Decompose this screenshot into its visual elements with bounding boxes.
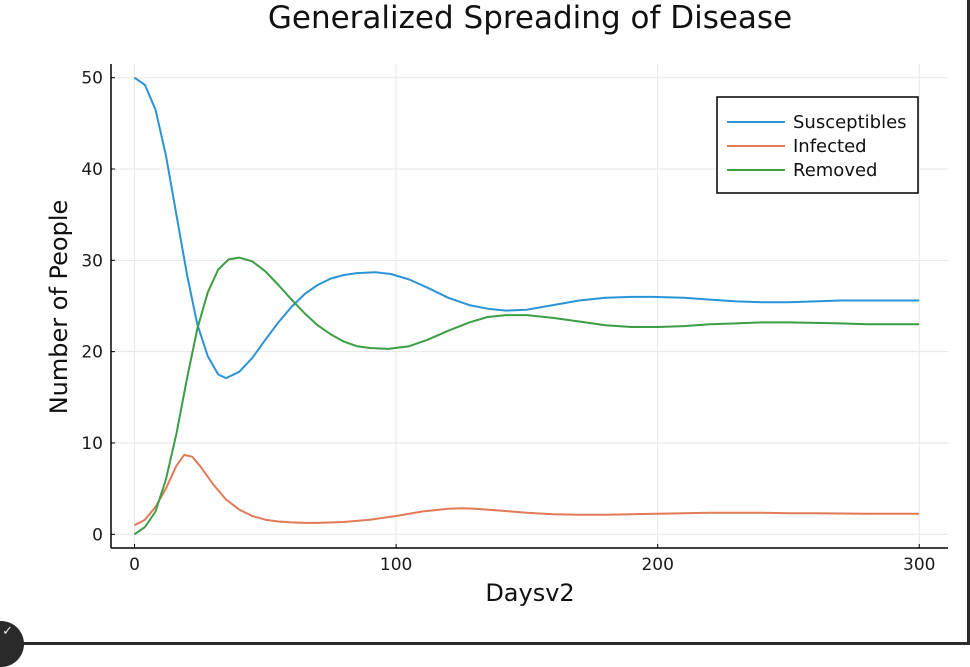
window-edge-bottom bbox=[0, 642, 970, 645]
x-tick-label: 100 bbox=[380, 555, 412, 575]
y-axis-title: Number of People bbox=[45, 200, 73, 415]
series-line-susceptibles bbox=[133, 76, 920, 380]
y-tick-label: 40 bbox=[81, 160, 103, 180]
y-tick-label: 30 bbox=[81, 251, 103, 271]
x-tick-label: 0 bbox=[129, 555, 140, 575]
axes bbox=[110, 64, 948, 549]
tick-labels: 0 100 200 300 0 10 20 30 40 50 bbox=[81, 69, 935, 575]
check-icon: ✓ bbox=[2, 624, 13, 639]
y-tick-label: 10 bbox=[81, 434, 103, 454]
line-chart: Generalized Spreading of Disease 0 100 200… bbox=[45, 0, 948, 607]
legend-label: Infected bbox=[793, 136, 867, 157]
legend-label: Susceptibles bbox=[793, 112, 907, 133]
y-tick-label: 20 bbox=[81, 343, 103, 363]
series-lines bbox=[133, 76, 920, 536]
y-tick-label: 0 bbox=[92, 525, 103, 545]
legend-label: Removed bbox=[793, 160, 877, 181]
window-edge-right bbox=[967, 0, 970, 645]
x-tick-label: 200 bbox=[641, 555, 673, 575]
legend: Susceptibles Infected Removed bbox=[716, 96, 919, 194]
y-tick-label: 50 bbox=[81, 69, 103, 89]
series-line-removed bbox=[133, 256, 920, 536]
chart-title: Generalized Spreading of Disease bbox=[268, 0, 792, 36]
series-line-infected bbox=[134, 453, 920, 527]
x-axis-title: Daysv2 bbox=[485, 579, 574, 607]
x-tick-label: 300 bbox=[903, 555, 935, 575]
